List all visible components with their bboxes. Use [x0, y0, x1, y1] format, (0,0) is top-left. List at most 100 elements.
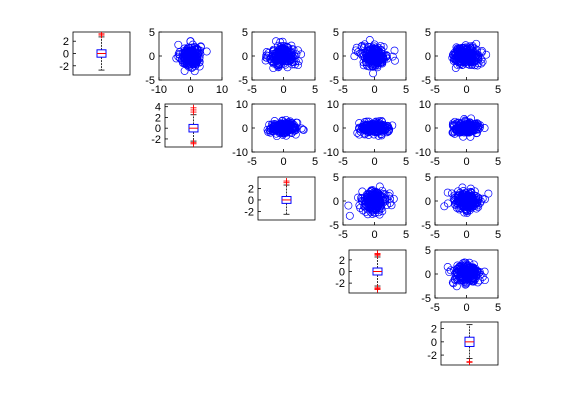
y-tick-label: -10 [232, 147, 248, 159]
scatter-point [282, 131, 291, 140]
scatter-point [362, 117, 371, 126]
y-tick-label: -5 [238, 75, 248, 87]
x-tick-label: 5 [495, 229, 501, 241]
scatter-point [469, 277, 478, 286]
scatter-point [276, 126, 285, 135]
y-tick-label: 5 [333, 27, 339, 39]
y-tick-label: 0 [339, 267, 345, 279]
scatter-point [469, 273, 478, 282]
scatter-point [455, 193, 464, 202]
scatter-point [472, 204, 481, 213]
y-tick-label: 4 [155, 102, 161, 114]
outlier-marker [466, 359, 473, 365]
scatter-point [378, 126, 387, 135]
scatter-point [183, 45, 191, 54]
scatter-point [476, 199, 485, 208]
scatter-point [290, 126, 299, 135]
scatter-point [383, 54, 392, 63]
scatter-point [344, 201, 353, 210]
scatter-point [273, 41, 282, 50]
x-tick-label: 0 [463, 84, 469, 96]
scatter-point [372, 51, 381, 59]
x-tick-label: 5 [495, 156, 501, 168]
scatter-point [286, 57, 295, 65]
y-tick-label: 2 [431, 324, 437, 336]
scatter-point [268, 53, 277, 61]
scatter-point [454, 198, 463, 206]
outlier-marker [283, 178, 290, 185]
scatter-point [174, 40, 183, 49]
scatter-point [188, 50, 197, 59]
scatter-point [186, 37, 195, 46]
scatter-point [371, 123, 380, 132]
scatter-point [376, 41, 385, 50]
panel-scatter-2-3: 10 0 -10-5 0 5 [232, 99, 318, 168]
x-tick-label: 5 [403, 229, 409, 241]
scatter-point [293, 118, 302, 127]
scatter-point [362, 60, 371, 69]
scatter-point [272, 37, 280, 46]
scatter-point [458, 48, 467, 57]
scatter-point [443, 263, 452, 271]
x-tick-label: -5 [247, 84, 257, 96]
scatter-point [443, 188, 452, 197]
scatter-point [463, 192, 472, 201]
scatter-points [440, 183, 493, 217]
y-tick-label: -2 [59, 61, 69, 73]
scatter-point [193, 44, 201, 53]
x-tick-label: 0 [371, 84, 377, 96]
y-tick-label: 2 [155, 112, 161, 124]
panel-box-5: 20-2 [427, 321, 499, 366]
x-tick-label: -5 [338, 156, 348, 168]
scatter-point [280, 46, 289, 54]
y-tick-label: -5 [421, 293, 431, 305]
scatter-point [478, 47, 487, 55]
panel-box-1: 20-2 [59, 31, 131, 76]
y-tick-label: 5 [425, 172, 431, 184]
scatter-point [351, 46, 360, 55]
y-tick-label: 0 [425, 51, 431, 63]
scatter-point [389, 194, 398, 203]
scatter-point [450, 196, 459, 205]
y-tick-label: -5 [145, 75, 155, 87]
scatter-point [467, 122, 476, 131]
x-tick-label: 5 [312, 84, 318, 96]
y-tick-label: 0 [242, 123, 248, 135]
y-tick-label: 5 [425, 27, 431, 39]
y-tick-label: -2 [335, 278, 345, 290]
x-tick-label: -5 [430, 229, 440, 241]
scatter-point [381, 197, 389, 206]
x-tick-label: 0 [280, 84, 286, 96]
scatter-points [353, 117, 397, 140]
outlier-marker [190, 104, 197, 111]
scatter-point [182, 51, 190, 60]
panel-scatter-2-4: 10 0 -10-5 0 5 [323, 99, 409, 168]
scatter-point [451, 271, 460, 280]
scatter-point [266, 127, 275, 136]
scatter-point [357, 50, 366, 58]
x-tick-label: -5 [338, 84, 348, 96]
panel-box-4: 20-2 [335, 249, 407, 294]
x-tick-label: 0 [371, 229, 377, 241]
scatter-point [371, 195, 380, 204]
x-tick-label: 0 [463, 229, 469, 241]
scatter-point [390, 46, 399, 55]
scatter-point [372, 47, 381, 56]
scatter-point [386, 194, 395, 203]
y-tick-label: -2 [427, 350, 437, 362]
scatter-point [381, 190, 390, 199]
y-tick-label: -5 [329, 220, 339, 232]
y-tick-label: 5 [425, 245, 431, 257]
box-plot [372, 250, 383, 293]
scatter-point [464, 263, 473, 272]
scatter-point [288, 58, 297, 67]
y-tick-label: -2 [244, 206, 254, 218]
y-tick-label: 0 [425, 269, 431, 281]
scatter-point [276, 121, 285, 130]
scatter-point [172, 54, 181, 63]
scatter-point [445, 268, 454, 277]
scatter-point [374, 192, 383, 201]
scatter-point [448, 53, 457, 62]
panel-scatter-3-4: 5 0 -5-5 0 5 [329, 172, 409, 241]
